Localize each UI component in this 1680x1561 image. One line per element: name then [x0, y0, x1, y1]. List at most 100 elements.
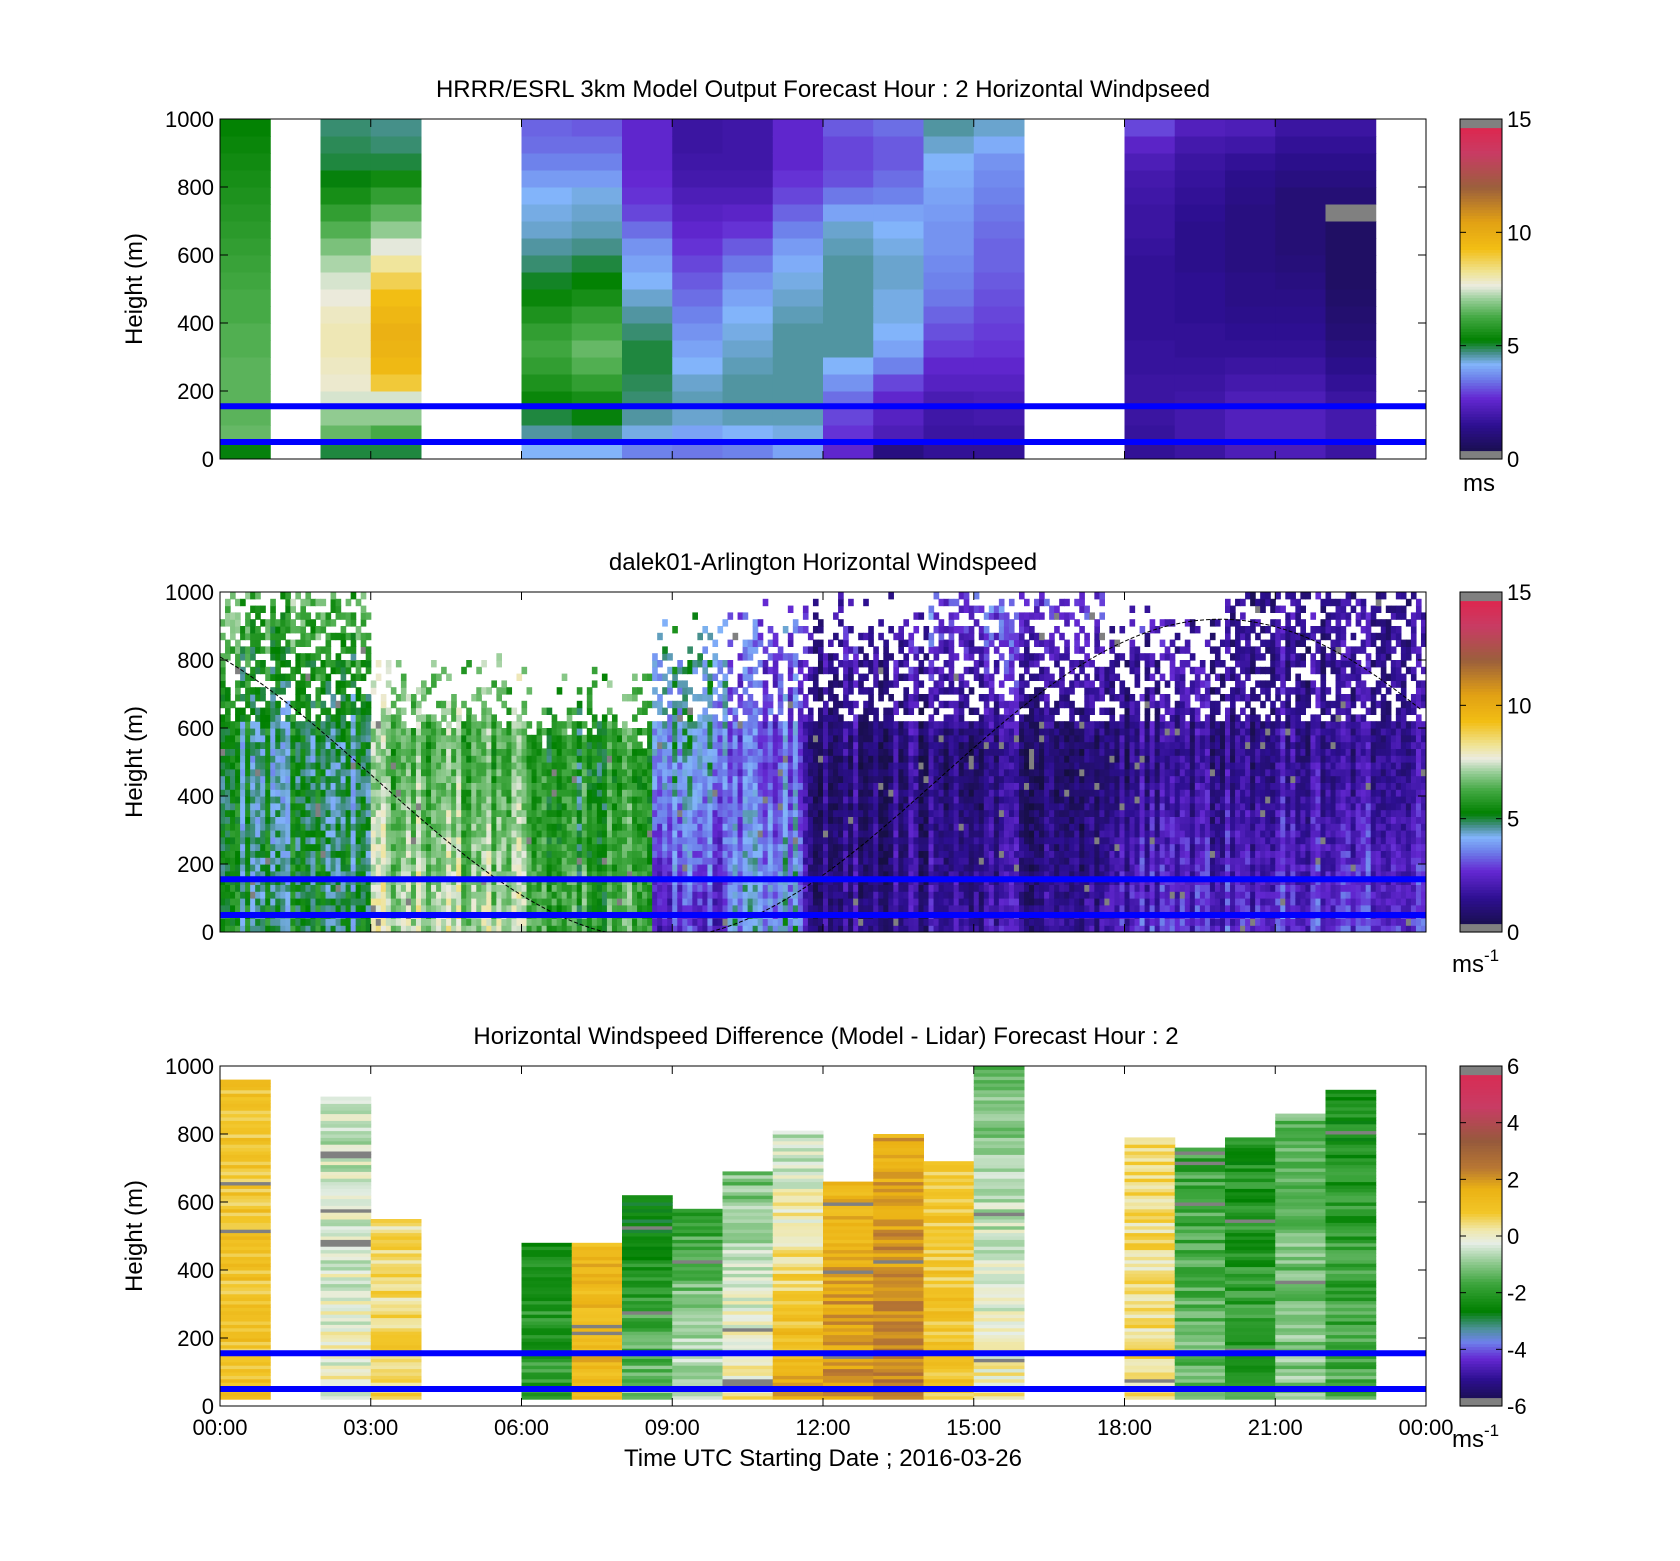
heatmap-cell	[797, 830, 804, 838]
heatmap-cell	[496, 734, 502, 743]
heatmap-cell	[622, 904, 628, 913]
heatmap-cell	[365, 707, 372, 715]
heatmap-cell	[395, 721, 402, 729]
heatmap-cell	[606, 755, 613, 763]
heatmap-cell	[426, 843, 432, 851]
heatmap-cell	[511, 891, 518, 899]
heatmap-cell	[722, 204, 774, 222]
heatmap-cell	[375, 802, 382, 811]
heatmap-cell	[797, 843, 804, 851]
heatmap-cell	[802, 694, 809, 702]
heatmap-cell	[461, 796, 467, 804]
heatmap-cell	[762, 836, 769, 845]
heatmap-cell	[742, 782, 749, 790]
heatmap-cell	[365, 741, 372, 749]
heatmap-cell	[772, 136, 824, 154]
heatmap-cell	[546, 857, 553, 865]
heatmap-cell	[677, 741, 683, 749]
heatmap-cell	[476, 802, 482, 811]
heatmap-cell	[345, 843, 352, 851]
heatmap-cell	[526, 884, 533, 892]
heatmap-cell	[622, 870, 628, 879]
heatmap-cell	[496, 816, 502, 824]
heatmap-cell	[375, 925, 382, 932]
heatmap-cell	[270, 802, 276, 811]
heatmap-cell	[370, 425, 422, 443]
heatmap-cell	[923, 289, 975, 307]
heatmap-cell	[541, 802, 548, 811]
heatmap-cell	[280, 870, 286, 879]
heatmap-cell	[692, 898, 698, 906]
heatmap-cell	[797, 802, 804, 811]
heatmap-cell	[596, 891, 603, 899]
heatmap-cell	[692, 870, 698, 879]
heatmap-cell	[400, 687, 407, 695]
heatmap-cell	[561, 809, 568, 817]
heatmap-cell	[330, 694, 337, 702]
heatmap-cell	[752, 639, 759, 647]
heatmap-cell	[405, 857, 412, 865]
heatmap-cell	[556, 748, 563, 756]
heatmap-cell	[240, 789, 246, 797]
heatmap-cell	[365, 884, 372, 892]
heatmap-cell	[596, 755, 603, 763]
heatmap-cell	[476, 850, 482, 858]
heatmap-cell	[240, 734, 246, 743]
heatmap-cell	[240, 714, 246, 722]
heatmap-cell	[752, 700, 759, 709]
heatmap-cell	[496, 721, 502, 729]
heatmap-cell	[707, 700, 714, 709]
heatmap-cell	[722, 425, 774, 443]
heatmap-cell	[441, 823, 447, 831]
heatmap-cell	[682, 775, 688, 783]
heatmap-cell	[481, 843, 487, 851]
heatmap-cell	[240, 762, 246, 770]
heatmap-cell	[375, 775, 382, 783]
heatmap-cell	[320, 408, 372, 426]
heatmap-cell	[807, 707, 814, 715]
heatmap-cell	[471, 830, 477, 838]
heatmap-cell	[677, 680, 683, 688]
heatmap-cell	[235, 612, 241, 620]
heatmap-cell	[667, 904, 673, 913]
heatmap-cell	[390, 714, 397, 722]
heatmap-cell	[737, 816, 744, 824]
heatmap-cell	[1124, 425, 1176, 443]
heatmap-cell	[817, 707, 824, 715]
heatmap-cell	[802, 925, 809, 932]
heatmap-cell	[551, 714, 558, 722]
heatmap-cell	[722, 340, 774, 358]
heatmap-cell	[426, 809, 432, 817]
heatmap-cell	[732, 904, 739, 913]
heatmap-cell	[325, 748, 332, 756]
heatmap-cell	[260, 755, 266, 763]
heatmap-cell	[777, 870, 784, 879]
heatmap-cell	[1124, 272, 1176, 290]
heatmap-cell	[732, 782, 739, 790]
heatmap-cell	[345, 700, 352, 709]
heatmap-cell	[697, 734, 703, 743]
heatmap-cell	[812, 898, 819, 906]
heatmap-cell	[566, 796, 573, 804]
heatmap-cell	[652, 721, 658, 729]
heatmap-cell	[345, 762, 352, 770]
heatmap-cell	[245, 721, 251, 729]
heatmap-cell	[380, 850, 387, 858]
heatmap-cell	[270, 904, 276, 913]
heatmap-cell	[531, 762, 538, 770]
heatmap-cell	[340, 714, 347, 722]
heatmap-cell	[330, 755, 337, 763]
heatmap-cell	[285, 680, 291, 688]
heatmap-cell	[662, 870, 668, 879]
heatmap-cell	[245, 762, 251, 770]
heatmap-cell	[727, 809, 734, 817]
heatmap-cell	[300, 918, 307, 926]
heatmap-cell	[415, 714, 422, 722]
heatmap-cell	[667, 843, 673, 851]
heatmap-cell	[677, 728, 683, 736]
heatmap-cell	[526, 918, 533, 926]
heatmap-cell	[677, 857, 683, 865]
heatmap-cell	[601, 768, 608, 777]
heatmap-cell	[712, 775, 719, 783]
heatmap-cell	[586, 782, 593, 790]
